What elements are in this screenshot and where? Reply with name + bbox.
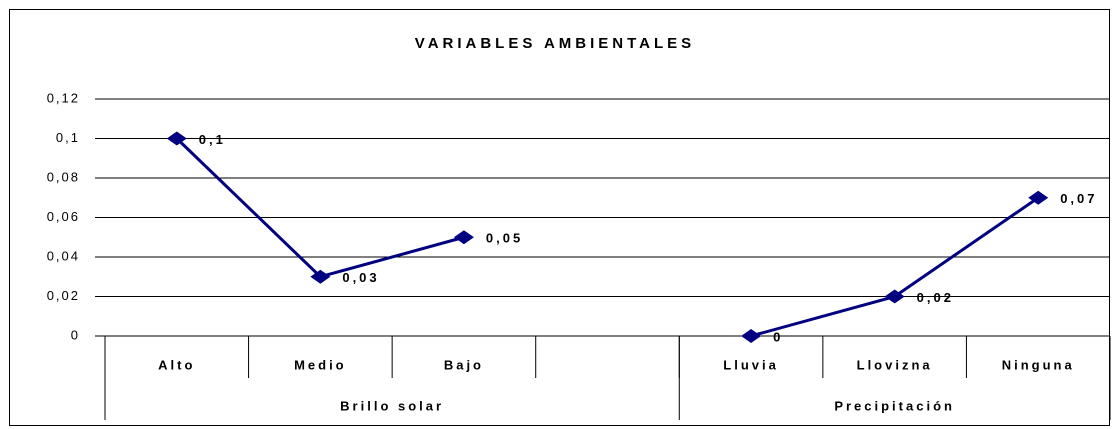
data-label: 0,07 <box>1060 191 1097 206</box>
x-tick-label: Alto <box>158 357 195 372</box>
point-marker <box>741 329 762 343</box>
point-marker <box>884 289 905 304</box>
x-tick-label: Ninguna <box>1002 357 1075 372</box>
x-tick-label: Bajo <box>444 357 484 372</box>
point-marker <box>166 131 187 146</box>
data-label: 0,02 <box>917 290 954 305</box>
group-label: Brillo solar <box>340 398 444 413</box>
y-tick-label: 0,08 <box>47 169 80 184</box>
x-tick-label: Medio <box>294 357 347 372</box>
x-tick-label: Lluvia <box>723 357 779 372</box>
y-tick-label: 0,02 <box>47 288 80 303</box>
point-marker <box>453 230 474 245</box>
data-label: 0 <box>773 329 783 344</box>
data-label: 0,05 <box>486 231 523 246</box>
y-tick-label: 0 <box>71 327 80 342</box>
y-tick-label: 0,06 <box>47 209 80 224</box>
group-label: Precipitación <box>834 398 955 413</box>
point-marker <box>1028 190 1049 205</box>
y-tick-label: 0,04 <box>47 248 80 263</box>
x-tick-label: Llovizna <box>857 357 933 372</box>
data-label: 0,1 <box>199 132 226 147</box>
data-label: 0,03 <box>342 270 379 285</box>
chart-title: VARIABLES AMBIENTALES <box>415 35 695 52</box>
y-tick-label: 0,1 <box>56 130 80 145</box>
y-tick-label: 0,12 <box>47 90 80 105</box>
point-marker <box>310 269 331 284</box>
